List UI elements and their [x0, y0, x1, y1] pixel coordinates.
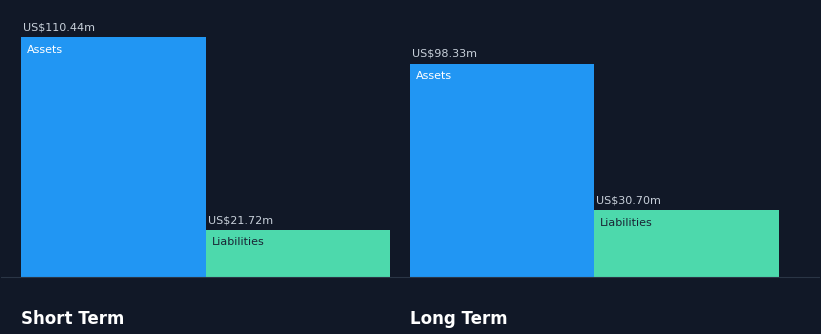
Text: US$98.33m: US$98.33m [412, 49, 477, 59]
Text: Short Term: Short Term [21, 311, 125, 328]
Text: Liabilities: Liabilities [600, 217, 653, 227]
Text: US$21.72m: US$21.72m [208, 215, 273, 225]
Text: Assets: Assets [416, 71, 452, 81]
Text: Liabilities: Liabilities [212, 237, 264, 247]
Bar [410, 63, 594, 277]
Bar [206, 230, 390, 277]
Bar [594, 210, 779, 277]
Text: US$30.70m: US$30.70m [596, 195, 661, 205]
Bar [21, 37, 206, 277]
Text: Assets: Assets [27, 44, 63, 54]
Text: US$110.44m: US$110.44m [23, 22, 95, 32]
Text: Long Term: Long Term [410, 311, 507, 328]
